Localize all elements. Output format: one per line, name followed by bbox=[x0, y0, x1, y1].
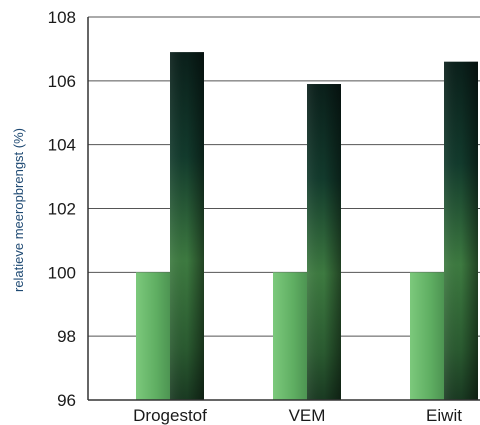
bars bbox=[136, 52, 478, 401]
bar-result-shade-drogestof bbox=[170, 52, 204, 400]
x-category-label: VEM bbox=[289, 406, 326, 425]
axes bbox=[87, 17, 480, 401]
labels: 96 98 100 102 104 106 108 Drogestof VEM Eiwit bbox=[48, 8, 463, 425]
x-category-label: Drogestof bbox=[133, 406, 207, 425]
y-tick-label: 98 bbox=[57, 327, 76, 346]
y-tick-label: 96 bbox=[57, 391, 76, 410]
y-tick-label: 108 bbox=[48, 8, 76, 27]
y-axis-title: relatieve meeropbrengst (%) bbox=[11, 128, 26, 292]
x-category-label: Eiwit bbox=[426, 406, 462, 425]
bar-baseline-eiwit bbox=[410, 272, 444, 400]
bar-result-shade-eiwit bbox=[444, 61, 478, 400]
y-tick-label: 106 bbox=[48, 72, 76, 91]
bar-baseline-drogestof bbox=[136, 272, 170, 400]
y-tick-label: 104 bbox=[48, 136, 76, 155]
y-tick-label: 102 bbox=[48, 200, 76, 219]
bar-baseline-vem bbox=[273, 272, 307, 400]
bar-result-shade-vem bbox=[307, 84, 341, 401]
y-tick-label: 100 bbox=[48, 263, 76, 282]
